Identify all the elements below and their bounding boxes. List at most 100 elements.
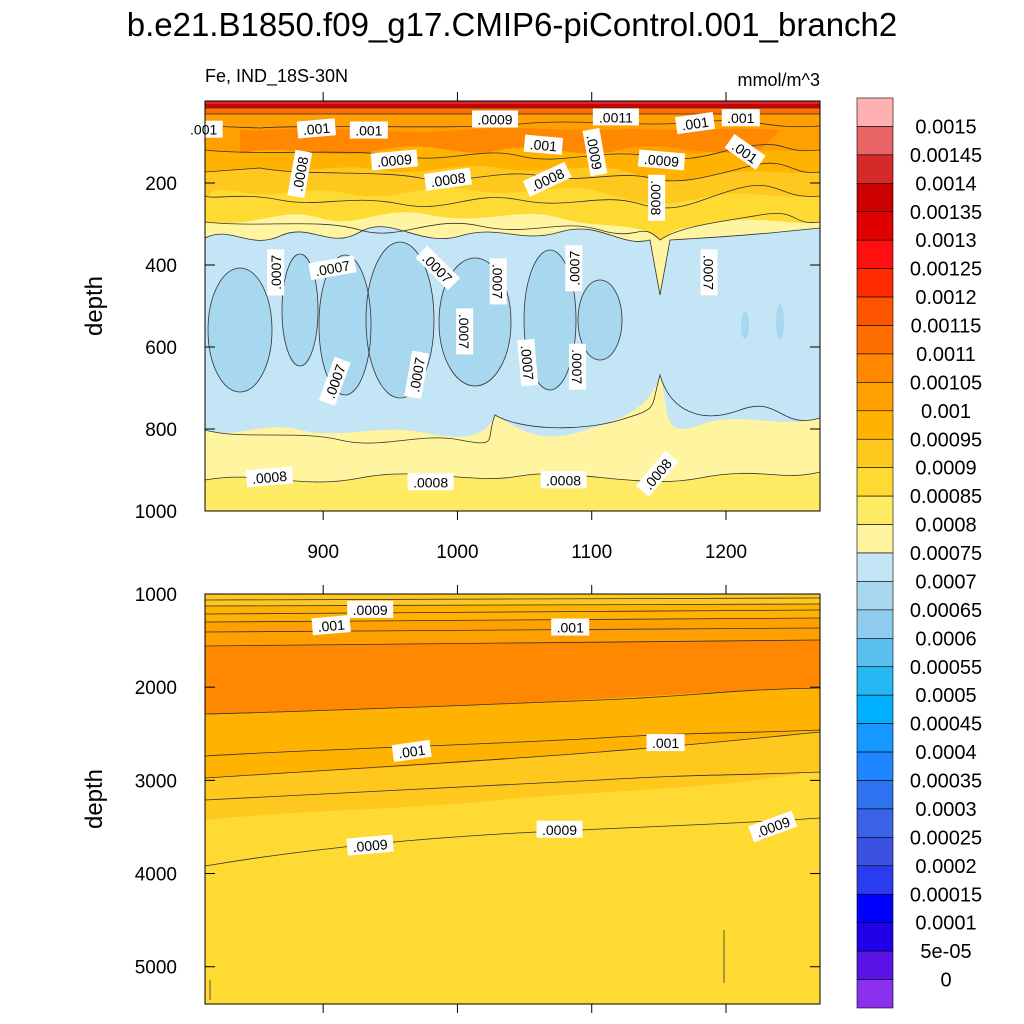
colorbar-swatch [856, 382, 894, 412]
colorbar-swatch [856, 694, 894, 724]
colorbar-label: 0.00085 [910, 486, 982, 508]
lower-y-label: depth [81, 769, 108, 829]
colorbar-swatch [856, 922, 894, 952]
contour-label-text: .001 [190, 122, 217, 138]
colorbar-label: 0.0003 [915, 799, 976, 821]
colorbar-swatch [856, 808, 894, 838]
y-tick-label: 800 [145, 420, 177, 441]
colorbar-label: 0.0006 [915, 628, 976, 650]
contour-label-text: .0009 [583, 134, 605, 171]
colorbar-swatch [856, 524, 894, 554]
lower-plot-frame [204, 593, 821, 1005]
colorbar-swatch [856, 239, 894, 269]
contour-label: .0008 [424, 167, 472, 191]
colorbar-swatch [856, 410, 894, 440]
contour-label: .0009 [346, 834, 394, 856]
y-tick-label: 600 [145, 338, 177, 359]
contour-label-box [346, 834, 394, 856]
lower-contour-fill [205, 594, 820, 1004]
contour-label-text: .0008 [648, 180, 664, 215]
contour-label: .0007 [565, 245, 583, 292]
colorbar-swatch [856, 325, 894, 355]
colorbar-swatch [856, 751, 894, 781]
colorbar-swatch [856, 893, 894, 923]
contour-label-text: .001 [317, 617, 346, 635]
colorbar-label: 0.00145 [910, 145, 982, 167]
contour-label: .001 [523, 134, 564, 155]
contour-label-text: .0007 [518, 344, 537, 381]
contour-label-box [592, 108, 639, 126]
y-tick-label: 5000 [135, 958, 177, 979]
colorbar-label: 0.00125 [910, 259, 982, 281]
contour-label: .0007 [308, 255, 357, 281]
colorbar-label: 0.00135 [910, 202, 982, 224]
contour-label-text: .001 [397, 742, 426, 762]
contour-label-text: .001 [652, 735, 679, 751]
contour-label-text: .0009 [478, 111, 513, 127]
colorbar-swatch [856, 837, 894, 867]
contour-label-box [415, 245, 460, 291]
contour-label: .0009 [347, 600, 394, 618]
colorbar-swatch [856, 97, 894, 127]
lower-panel: .0009.001.001.001.001.0009.0009.0009 100… [81, 585, 821, 1013]
colorbar-label: 0.00025 [910, 827, 982, 849]
contour-label-box [635, 450, 679, 497]
lower-contour-lines [205, 597, 820, 1000]
contour-label: .0008 [648, 174, 666, 221]
y-tick-label: 200 [145, 174, 177, 195]
contour-label-box [523, 134, 564, 155]
contour-label-box [347, 600, 394, 618]
contour-label: .001 [311, 615, 351, 636]
contour-label-box [724, 133, 766, 170]
chart-title: b.e21.B1850.f09_g17.CMIP6-piControl.001_… [127, 6, 898, 43]
contour-label: .0009 [582, 128, 608, 177]
y-tick-label: 1000 [135, 502, 177, 523]
contour-label: .0008 [245, 466, 294, 488]
colorbar-swatch [856, 780, 894, 810]
contour-label: .0011 [592, 108, 639, 126]
contour-label-box [311, 615, 351, 636]
contour-label-box [540, 471, 587, 489]
contour-label-box [267, 249, 285, 296]
contour-label-text: .001 [355, 123, 382, 139]
upper-y-label: depth [81, 276, 108, 336]
colorbar-swatch [856, 865, 894, 895]
upper-y-axis: 200 400 600 800 1000 [135, 174, 820, 523]
lower-y-axis: 1000 2000 3000 4000 5000 [135, 585, 820, 979]
contour-label-text: .0008 [289, 155, 311, 192]
colorbar: 0.0015 0.00145 0.0014 0.00135 0.0013 0.00125 0… [856, 97, 982, 1009]
colorbar-label: 0.0014 [915, 173, 976, 195]
contour-label: .0007 [267, 249, 285, 296]
contour-label-box [349, 121, 388, 139]
contour-label: .001 [551, 618, 590, 636]
contour-label: .001 [184, 120, 223, 138]
contour-label: .0008 [407, 473, 454, 491]
contour-label-box [551, 618, 590, 636]
contour-label-box [370, 149, 418, 171]
colorbar-label: 0.00065 [910, 600, 982, 622]
colorbar-swatch [856, 723, 894, 753]
contour-label-box [318, 356, 351, 406]
contour-label-text: .0007 [701, 255, 717, 290]
contour-label-text: .0007 [314, 257, 351, 279]
y-tick-label: 2000 [135, 678, 177, 699]
colorbar-swatch [856, 183, 894, 213]
contour-label-text: .0009 [542, 822, 577, 838]
contour-label: .0007 [700, 249, 718, 296]
contour-label-text: .0008 [413, 474, 448, 490]
x-tick-label: 1200 [705, 542, 747, 563]
units-label: mmol/m^3 [738, 70, 820, 90]
contour-label: .0007 [456, 308, 474, 355]
colorbar-swatch [856, 979, 894, 1009]
contour-label-text: .0008 [430, 169, 467, 190]
upper-panel: .0009.0011.001.001.001.001.001.001.001.0… [81, 92, 821, 563]
contour-label: .0009 [472, 110, 519, 128]
contour-label-text: .0008 [546, 472, 581, 488]
colorbar-label: 0.0007 [915, 571, 976, 593]
colorbar-label: 0.0012 [915, 287, 976, 309]
colorbar-label: 0.0009 [915, 458, 976, 480]
contour-label: .001 [675, 111, 716, 135]
contour-label-text: .0009 [352, 836, 389, 855]
colorbar-swatch [856, 126, 894, 156]
